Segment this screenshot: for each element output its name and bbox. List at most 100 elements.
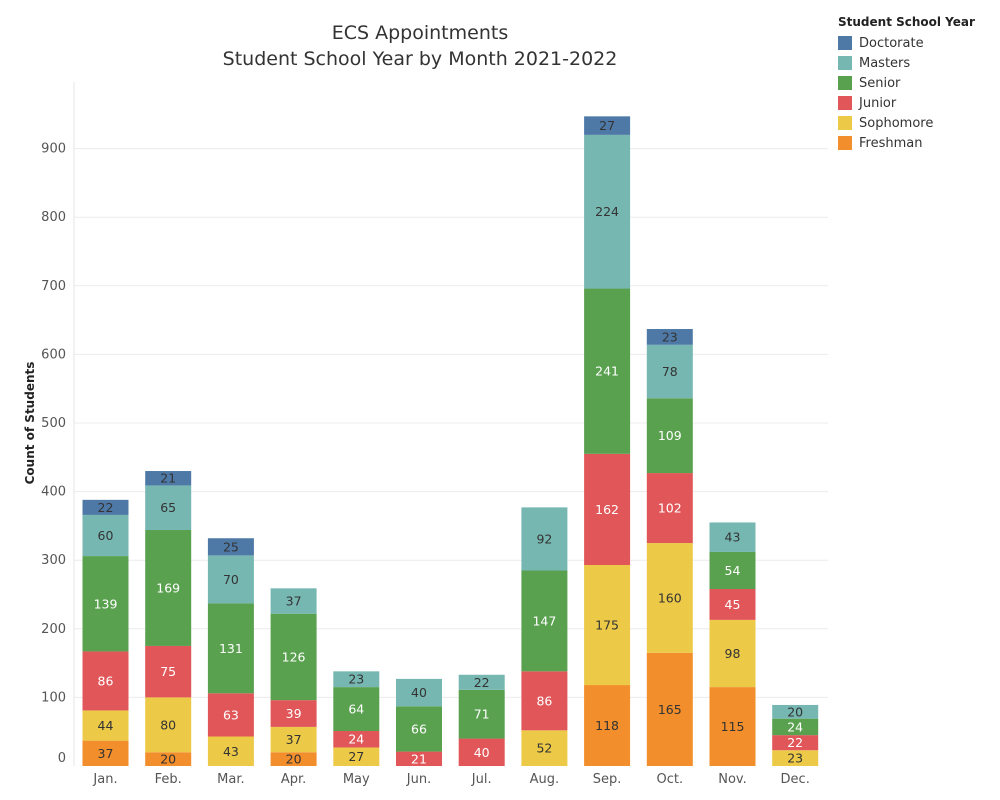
data-label: 21: [160, 471, 176, 486]
data-label: 22: [474, 675, 490, 690]
data-label: 64: [348, 702, 364, 717]
x-tick-label: Mar.: [217, 772, 244, 787]
bar-segment-senior: [145, 530, 192, 646]
bar-segment-doctorate: [584, 116, 631, 135]
bar-segment-senior: [772, 718, 819, 736]
data-label: 54: [725, 563, 741, 578]
x-tick-label: Jan.: [92, 772, 117, 787]
x-tick-label: Feb.: [155, 772, 182, 787]
bar-segment-junior: [396, 751, 442, 766]
bar-segment-doctorate: [646, 329, 693, 345]
x-tick-label: Nov.: [718, 772, 747, 787]
bar-segment-junior: [772, 735, 819, 751]
data-label: 70: [223, 572, 239, 587]
bar-segment-freshman: [584, 685, 631, 766]
bar-segment-senior: [521, 570, 568, 672]
legend-swatch: [838, 76, 852, 90]
chart-title: ECS Appointments: [331, 22, 509, 44]
legend-label: Masters: [859, 55, 911, 71]
bar-segment-junior: [145, 645, 192, 698]
data-label: 98: [725, 646, 741, 661]
data-label: 162: [595, 502, 619, 517]
data-label: 27: [348, 749, 364, 764]
data-label: 118: [595, 718, 619, 733]
data-label: 175: [595, 618, 619, 633]
bar-segment-masters: [458, 674, 505, 690]
data-label: 22: [787, 735, 803, 750]
bar-segment-junior: [333, 731, 380, 748]
data-label: 44: [98, 718, 114, 733]
data-label: 109: [658, 428, 682, 443]
bar-segment-masters: [521, 507, 568, 571]
bar-segment-sophomore: [270, 726, 317, 753]
legend-title: Student School Year: [838, 15, 975, 29]
x-tick-label: Aug.: [530, 772, 560, 787]
bar-segment-masters: [145, 485, 192, 531]
bar-segment-senior: [584, 288, 631, 454]
bar-segment-sophomore: [521, 730, 568, 766]
bar-segment-junior: [646, 473, 693, 544]
data-label: 86: [98, 673, 114, 688]
y-tick-label: 700: [41, 279, 66, 294]
data-label: 23: [787, 751, 803, 766]
y-tick-label: 300: [41, 553, 66, 568]
data-label: 102: [658, 501, 682, 516]
y-tick-label: 600: [41, 347, 66, 362]
bar-segment-junior: [709, 589, 756, 620]
bar-segment-junior: [82, 651, 129, 711]
data-label: 21: [411, 751, 427, 766]
bar-segment-senior: [396, 706, 442, 752]
y-tick-label: 900: [41, 142, 66, 157]
data-label: 43: [223, 744, 239, 759]
data-label: 126: [282, 649, 306, 664]
data-label: 241: [595, 364, 619, 379]
data-label: 165: [658, 702, 682, 717]
bar-segment-sophomore: [207, 736, 254, 766]
bar-segment-sophomore: [584, 565, 631, 686]
data-label: 224: [595, 204, 619, 219]
bar-segment-sophomore: [145, 697, 192, 753]
data-label: 78: [662, 364, 678, 379]
y-tick-label: 800: [41, 210, 66, 225]
legend-swatch: [838, 116, 852, 130]
legend-swatch: [838, 136, 852, 150]
x-tick-label: Apr.: [281, 772, 306, 787]
bar-segment-masters: [396, 678, 442, 707]
bar-segment-freshman: [270, 752, 317, 766]
bar-segment-masters: [333, 671, 380, 688]
legend-item: Junior: [838, 93, 975, 113]
data-label: 65: [160, 500, 176, 515]
bar-segment-masters: [709, 522, 756, 552]
bar-segment-masters: [270, 588, 317, 614]
data-label: 80: [160, 717, 176, 732]
bar-segment-freshman: [646, 652, 693, 766]
legend-label: Freshman: [859, 135, 923, 151]
data-label: 63: [223, 707, 239, 722]
y-tick-label: 500: [41, 416, 66, 431]
data-label: 20: [787, 704, 803, 719]
data-label: 39: [286, 706, 302, 721]
data-label: 147: [532, 613, 556, 628]
bar-segment-sophomore: [646, 543, 693, 653]
data-label: 92: [536, 531, 552, 546]
data-label: 115: [721, 719, 745, 734]
bar-segment-freshman: [709, 687, 756, 766]
bar-segment-senior: [333, 687, 380, 732]
data-label: 20: [286, 752, 302, 767]
bar-segment-freshman: [145, 752, 192, 766]
bar-segment-doctorate: [207, 538, 254, 556]
x-tick-label: Oct.: [656, 772, 683, 787]
bar-segment-freshman: [82, 740, 129, 766]
legend-item: Sophomore: [838, 113, 975, 133]
bar-segment-masters: [646, 344, 693, 399]
bar-segment-senior: [270, 613, 317, 701]
legend-swatch: [838, 36, 852, 50]
data-label: 23: [348, 672, 364, 687]
bar-segment-doctorate: [145, 471, 192, 486]
x-tick-label: Dec.: [781, 772, 810, 787]
x-tick-label: Jun.: [406, 772, 431, 787]
data-label: 40: [474, 745, 490, 760]
data-label: 25: [223, 539, 239, 554]
bar-segment-masters: [772, 704, 819, 719]
bar-segment-junior: [458, 738, 505, 766]
